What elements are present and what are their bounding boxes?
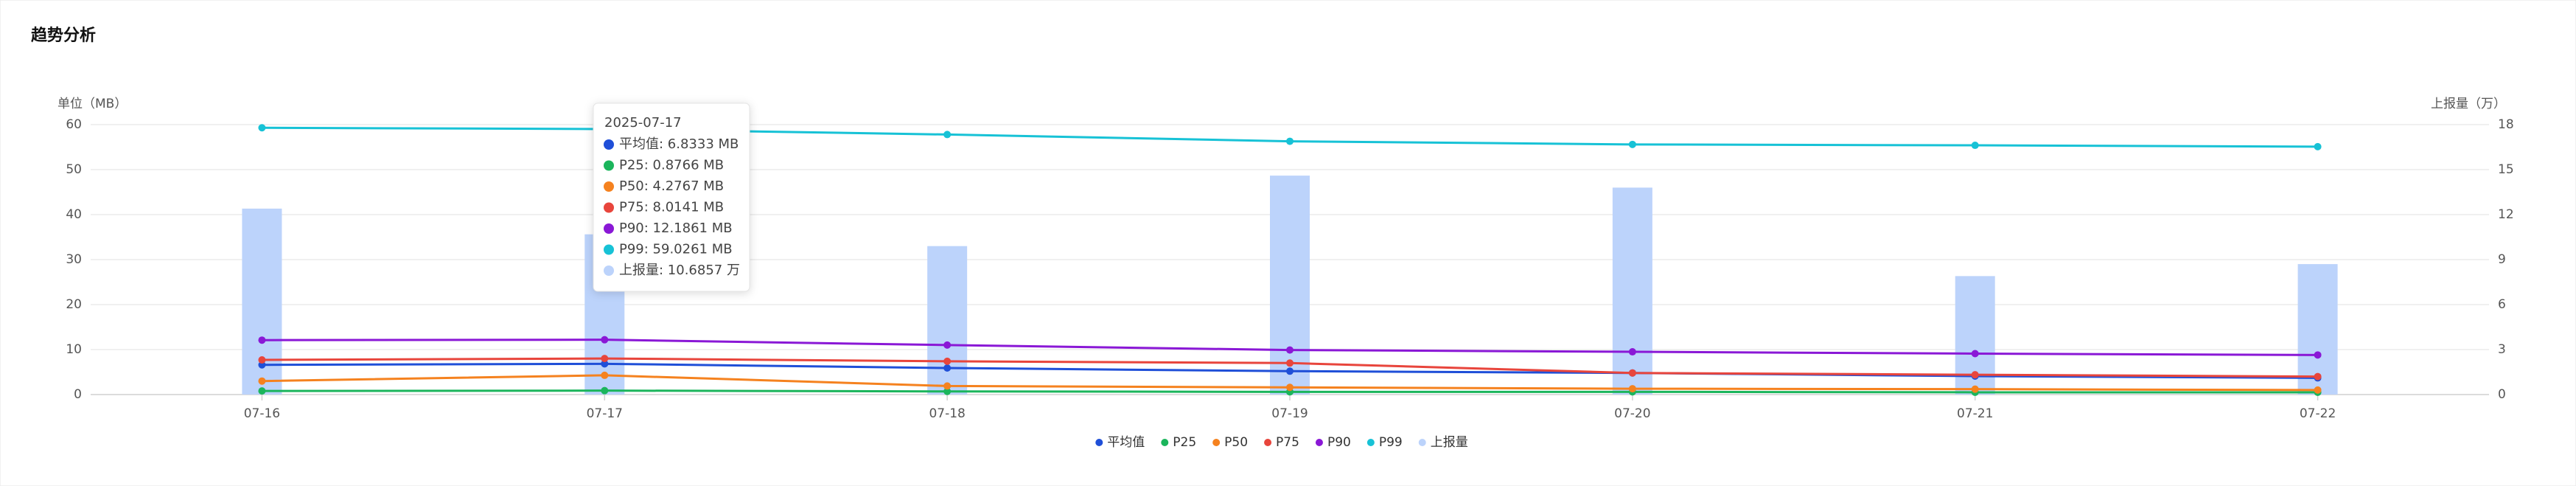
- point: [258, 387, 266, 395]
- x-tick-label: 07-20: [1614, 406, 1650, 421]
- tooltip-swatch: [604, 181, 614, 192]
- point: [601, 360, 609, 368]
- legend-label: 平均值: [1107, 435, 1145, 450]
- point: [258, 124, 266, 132]
- legend-label: P25: [1173, 435, 1196, 450]
- y-tick-label: 0: [74, 387, 82, 402]
- point: [1286, 383, 1294, 392]
- y-axis-label: 单位（MB）: [57, 97, 127, 111]
- tooltip-swatch: [604, 244, 614, 255]
- tooltip-title: 2025-07-17: [604, 115, 682, 131]
- y2-tick-label: 15: [2498, 162, 2514, 177]
- x-tick-label: 07-19: [1271, 406, 1308, 421]
- y2-tick-label: 6: [2498, 297, 2506, 312]
- tooltip-swatch: [604, 160, 614, 171]
- point: [2314, 142, 2322, 150]
- bar: [1270, 176, 1310, 395]
- point: [1971, 385, 1979, 393]
- legend-swatch: [1161, 439, 1169, 446]
- legend-swatch: [1095, 439, 1103, 446]
- y2-tick-label: 12: [2498, 207, 2514, 222]
- legend-label: 上报量: [1431, 435, 1468, 450]
- y2-tick-label: 9: [2498, 252, 2506, 267]
- point: [1628, 140, 1636, 148]
- point: [943, 387, 952, 395]
- point: [1628, 385, 1636, 393]
- bar: [2297, 264, 2338, 395]
- tooltip-swatch: [604, 265, 614, 276]
- legend-label: P50: [1224, 435, 1248, 450]
- point: [601, 386, 609, 395]
- legend-swatch: [1212, 439, 1221, 446]
- y-tick-label: 40: [66, 207, 82, 222]
- point: [1971, 142, 1979, 150]
- tooltip-swatch: [604, 223, 614, 234]
- tooltip-item: 上报量: 10.6857 万: [619, 263, 740, 278]
- point: [1286, 367, 1294, 375]
- y-tick-label: 50: [66, 162, 82, 177]
- point: [943, 357, 952, 365]
- point: [943, 131, 952, 139]
- y-tick-label: 20: [66, 297, 82, 312]
- point: [1628, 348, 1636, 356]
- point: [1286, 359, 1294, 367]
- tooltip-item: P25: 0.8766 MB: [619, 158, 724, 173]
- point: [601, 336, 609, 344]
- bar: [927, 246, 968, 395]
- point: [2314, 351, 2322, 359]
- legend-swatch: [1315, 439, 1323, 446]
- y-tick-label: 60: [66, 117, 82, 132]
- tooltip-item: P90: 12.1861 MB: [619, 221, 733, 236]
- point: [1286, 137, 1294, 145]
- legend: 平均值 P25 P50 P75 P90 P99 上报量: [1095, 435, 1468, 450]
- tooltip-item: P75: 8.0141 MB: [619, 200, 724, 215]
- legend-swatch: [1418, 439, 1426, 446]
- tooltip-swatch: [604, 139, 614, 150]
- bar: [1612, 187, 1652, 395]
- point: [1628, 369, 1636, 377]
- point: [258, 377, 266, 385]
- legend-label: P75: [1276, 435, 1299, 450]
- point: [1971, 371, 1979, 379]
- point: [2314, 386, 2322, 394]
- point: [601, 355, 609, 363]
- x-tick-label: 07-17: [587, 406, 623, 421]
- y2-axis-label: 上报量（万）: [2431, 97, 2506, 111]
- y2-tick-label: 18: [2498, 117, 2514, 132]
- legend-label: P99: [1379, 435, 1403, 450]
- tooltip-box: [593, 103, 750, 292]
- y2-tick-label: 3: [2498, 342, 2506, 357]
- point: [943, 341, 952, 349]
- y-tick-label: 10: [66, 342, 82, 357]
- point: [943, 364, 952, 372]
- tooltip-item: P99: 59.0261 MB: [619, 242, 733, 257]
- point: [258, 336, 266, 344]
- tooltip-swatch: [604, 202, 614, 213]
- point: [2314, 372, 2322, 381]
- point: [1286, 346, 1294, 354]
- x-tick-label: 07-22: [2300, 406, 2336, 421]
- y2-tick-label: 0: [2498, 387, 2506, 402]
- x-tick-label: 07-16: [244, 406, 280, 421]
- x-tick-label: 07-21: [1957, 406, 1993, 421]
- y-tick-label: 30: [66, 252, 82, 267]
- legend-label: P90: [1327, 435, 1351, 450]
- point: [943, 382, 952, 390]
- legend-swatch: [1366, 439, 1375, 446]
- tooltip: 2025-07-17 平均值: 6.8333 MB P25: 0.8766 MB P5…: [593, 103, 750, 292]
- tooltip-item: 平均值: 6.8333 MB: [619, 136, 739, 152]
- point: [1971, 350, 1979, 358]
- legend-swatch: [1264, 439, 1272, 446]
- point: [601, 371, 609, 379]
- x-tick-label: 07-18: [929, 406, 965, 421]
- point: [258, 356, 266, 364]
- chart-title: 趋势分析: [31, 26, 96, 45]
- tooltip-item: P50: 4.2767 MB: [619, 178, 724, 194]
